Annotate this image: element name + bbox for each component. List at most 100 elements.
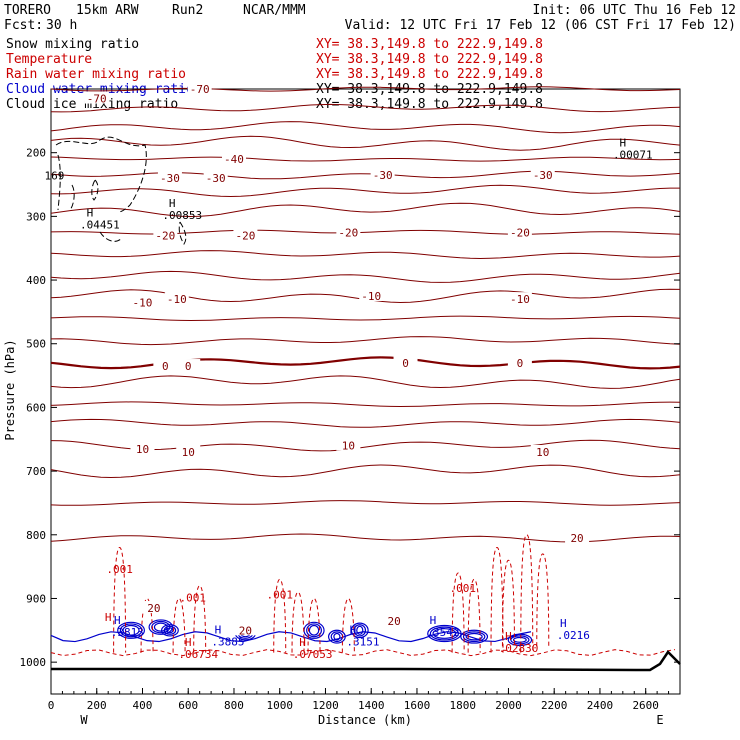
cloud-water-contour (161, 624, 179, 637)
x-tick-label: 2000 (495, 699, 522, 712)
terrain-surface (51, 650, 681, 672)
contour-labels: -70 -30 -30 -30 -20 -20 -20 -10 -10 -10 0 0 0 10 10 10 2… (44, 91, 653, 661)
rain-water-contour (193, 585, 207, 653)
init-time: Init: 06 UTC Thu 16 Feb 12 (533, 3, 737, 18)
isotherm-line (50, 315, 681, 322)
isotherm-line (50, 336, 681, 346)
isotherm-line (50, 170, 681, 180)
isotherm-label-bg (153, 228, 178, 241)
x-tick-label: 1400 (358, 699, 385, 712)
isotherm-label: 20 (570, 532, 583, 545)
isotherm-label-bg (336, 438, 361, 451)
x-tick-label: 400 (133, 699, 153, 712)
extremum-value: .00071 (613, 148, 653, 161)
model-name: TORERO (4, 3, 51, 18)
cloud-water-contour (512, 636, 527, 643)
isotherm-label-bg (393, 355, 418, 368)
extremum-value: .3885 (211, 636, 244, 649)
snow-contours (55, 136, 187, 245)
isotherm-label-bg (530, 445, 555, 457)
extremum-symbol: H (114, 614, 121, 627)
x-axis-east-label: E (656, 713, 663, 727)
isotherm-line (50, 184, 680, 198)
isotherm-line (50, 229, 681, 235)
isotherm-line (50, 103, 681, 113)
plot-frame (50, 88, 681, 695)
rain-water-contour (291, 591, 305, 653)
isotherm-label: -20 (510, 226, 530, 239)
y-tick-label: 1000 (20, 656, 47, 669)
isotherm-label-bg (507, 355, 532, 368)
isotherm-label-bg (221, 152, 246, 165)
x-tick-label: 1000 (266, 699, 293, 712)
y-tick-label: 300 (26, 210, 46, 223)
extremum-symbol: H (185, 636, 192, 649)
isotherm-line (50, 86, 681, 92)
cloud-water-contour (333, 632, 341, 641)
legend-label-rain: Rain water mixing ratio (6, 67, 186, 82)
extremum-value: .3151 (346, 636, 379, 649)
run-name: Run2 (172, 3, 203, 18)
valid-time: Valid: 12 UTC Fri 17 Feb 12 (06 CST Fri … (345, 18, 736, 33)
rain-water-contour (501, 559, 515, 647)
isotherm-line (50, 464, 681, 479)
extremum-value: .02830 (499, 642, 539, 655)
snow-contour (69, 184, 75, 211)
y-tick-label: 700 (26, 465, 46, 478)
rain-water-contour (140, 597, 154, 653)
x-tick-label: 200 (87, 699, 107, 712)
cloud-water-band (50, 631, 532, 643)
isotherm-label: -30 (206, 172, 226, 185)
isotherm-label: -10 (510, 293, 530, 306)
extremum-symbol: H (299, 636, 306, 649)
cloud-water-contour (465, 632, 483, 641)
extremum-symbol: H (105, 611, 112, 624)
extremum-symbol: H (620, 136, 627, 149)
isotherm-label-bg (336, 225, 361, 238)
rain-contour-label: .001 (106, 563, 133, 576)
isotherm-label: -40 (224, 153, 244, 166)
x-tick-label: 2200 (541, 699, 568, 712)
isotherm-label: -70 (87, 93, 107, 106)
rain-contour-label: .001 (449, 582, 476, 595)
x-tick-label: 1600 (404, 699, 431, 712)
rain-water-contour (490, 547, 504, 653)
legend-xy-cloud-ice: XY= 38.3,149.8 to 222.9,149.8 (316, 97, 543, 112)
isotherm-line (50, 500, 681, 506)
isotherm-line (50, 156, 681, 162)
isotherm-label-bg (130, 441, 155, 454)
rain-water-contour (536, 553, 550, 647)
extremum-value: .04451 (80, 218, 120, 231)
x-axis-west-label: W (80, 713, 88, 727)
header: TORERO 15km ARW Run2 NCAR/MMM Init: 06 U… (4, 3, 736, 33)
isotherm-label-bg (176, 445, 201, 457)
extremum-symbol: H (560, 617, 567, 630)
rain-water-contour (451, 572, 465, 653)
cloud-water-contour (166, 627, 174, 634)
isotherm-line (50, 202, 681, 218)
legend-label-snow: Snow mixing ratio (6, 37, 139, 52)
cloud-water-contour (356, 625, 364, 635)
isotherm-line (50, 250, 681, 260)
rain-water-contours (50, 534, 676, 657)
extremum-symbol: H (87, 206, 94, 219)
extremum-value: .00853 (162, 209, 202, 222)
rain-contour-label: .001 (266, 588, 293, 601)
isotherm-label-bg (507, 292, 532, 305)
isotherm-label: 10 (182, 446, 195, 459)
isotherm-label-bg (141, 601, 166, 614)
legend-label-cloud-ice: Cloud ice mixing ratio (6, 97, 178, 112)
legend-xy-snow: XY= 38.3,149.8 to 222.9,149.8 (316, 37, 543, 52)
isotherm-label: 0 (402, 357, 409, 370)
isotherm-label: 10 (342, 440, 355, 453)
fcst-value: 30 h (46, 18, 77, 33)
isotherm-label-bg (203, 171, 228, 184)
isotherm-label-bg (507, 225, 532, 238)
isotherm-label-bg (130, 295, 155, 308)
isotherm-label: -10 (361, 290, 381, 303)
isotherm-line (50, 356, 681, 370)
cloud-water-contour (462, 631, 486, 643)
isotherm-line (50, 375, 681, 389)
